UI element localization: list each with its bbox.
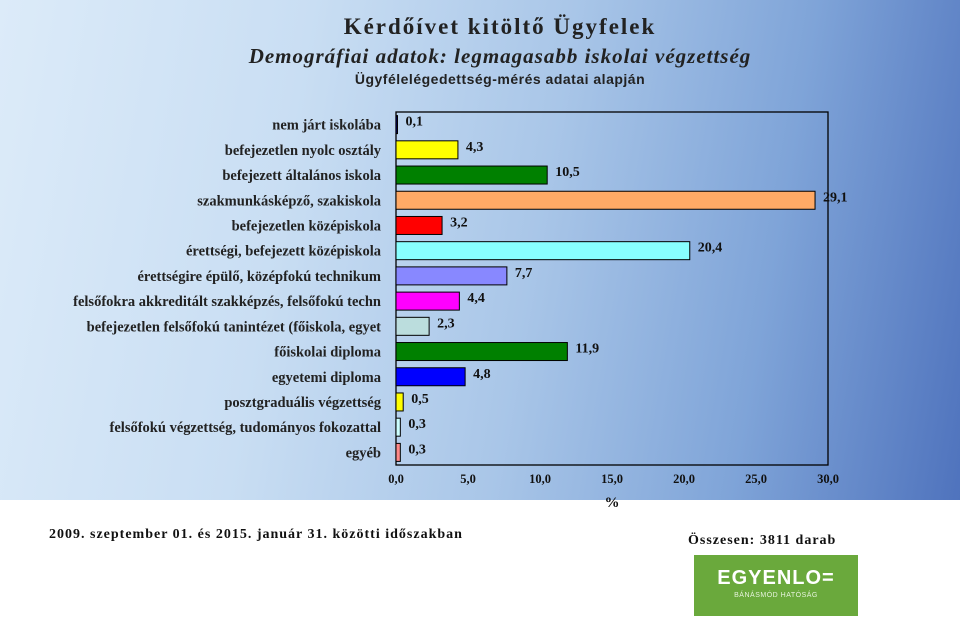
value-label: 10,5 — [555, 165, 580, 180]
category-label: befejezett általános iskola — [222, 168, 381, 184]
category-label: posztgraduális végzettség — [224, 395, 381, 411]
bar — [395, 417, 401, 437]
value-label: 0,5 — [411, 392, 429, 407]
egyenlo-logo: EGYENLO= BÁNÁSMÓD HATÓSÁG — [694, 555, 858, 616]
category-label: főiskolai diploma — [274, 345, 382, 361]
x-tick-label: 25,0 — [745, 472, 767, 486]
category-label: érettségire épülő, középfokú technikum — [137, 269, 381, 285]
chart-subtitle: Demográfiai adatok: legmagasabb iskolai … — [248, 44, 752, 68]
bar — [395, 392, 404, 412]
category-label: befejezetlen nyolc osztály — [225, 143, 382, 159]
category-label: érettségi, befejezett középiskola — [186, 244, 382, 260]
x-tick-label: 0,0 — [388, 472, 404, 486]
bar — [395, 241, 691, 261]
x-tick-label: 20,0 — [673, 472, 695, 486]
value-label: 2,3 — [437, 316, 455, 331]
bar — [395, 140, 459, 160]
value-label: 29,1 — [823, 190, 848, 205]
value-label: 4,8 — [473, 367, 491, 382]
x-tick-label: 30,0 — [817, 472, 839, 486]
value-label: 4,4 — [467, 291, 485, 306]
bar — [395, 367, 466, 387]
bar-chart: nem járt iskolába 0,1 befejezetlen nyolc o… — [73, 111, 848, 511]
category-label: felsőfokra akkreditált szakképzés, felső… — [73, 294, 381, 310]
category-label: felsőfokú végzettség, tudományos fokozat… — [110, 420, 381, 436]
value-label: 4,3 — [466, 140, 484, 155]
x-tick-label: 5,0 — [460, 472, 476, 486]
logo-title: EGYENLO= — [717, 567, 835, 589]
category-label: egyéb — [346, 445, 381, 461]
value-label: 20,4 — [698, 241, 723, 256]
bar — [395, 291, 460, 311]
category-label: befejezetlen felsőfokú tanintézet (főisk… — [87, 319, 382, 335]
category-label: befejezetlen középiskola — [232, 218, 382, 234]
total-count: Összesen: 3811 darab — [688, 533, 837, 548]
value-label: 0,3 — [408, 417, 426, 432]
x-tick-label: 10,0 — [529, 472, 551, 486]
bar — [395, 342, 568, 362]
chart-title: Kérdőívet kitöltő Ügyfelek — [343, 14, 657, 39]
bar — [395, 165, 548, 185]
chart-source: Ügyfélelégedettség-mérés adatai alapján — [354, 71, 646, 87]
bar — [395, 316, 430, 336]
value-label: 7,7 — [515, 266, 533, 281]
bar — [395, 442, 401, 462]
x-tick-label: 15,0 — [601, 472, 623, 486]
plot-frame — [395, 111, 829, 466]
bar — [395, 215, 443, 235]
value-label: 3,2 — [450, 215, 468, 230]
period-note: 2009. szeptember 01. és 2015. január 31.… — [49, 527, 463, 542]
x-axis-title: % — [605, 495, 620, 511]
category-label: egyetemi diploma — [272, 370, 382, 386]
category-label: szakmunkásképző, szakiskola — [197, 193, 381, 209]
value-label: 11,9 — [575, 342, 599, 357]
bar — [395, 115, 398, 135]
bar — [395, 266, 508, 286]
bar — [395, 190, 816, 210]
value-label: 0,1 — [406, 115, 424, 130]
logo-subtitle: BÁNÁSMÓD HATÓSÁG — [734, 592, 818, 599]
category-label: nem járt iskolába — [272, 118, 382, 134]
value-label: 0,3 — [408, 442, 426, 457]
